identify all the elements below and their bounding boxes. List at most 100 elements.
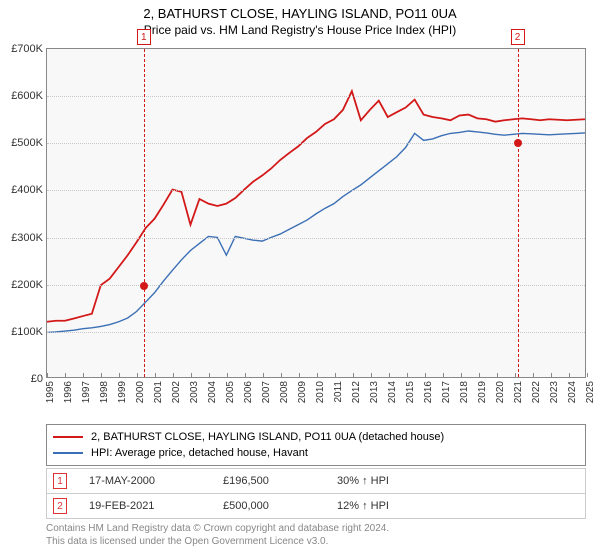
x-axis-tick (443, 373, 444, 377)
x-axis-tick-label: 2014 (387, 381, 398, 403)
event-marker-line (518, 49, 519, 377)
x-axis-tick (263, 373, 264, 377)
y-axis-tick-label: £0 (31, 373, 43, 385)
x-axis-tick-label: 2009 (297, 381, 308, 403)
x-axis-tick (83, 373, 84, 377)
x-axis-tick (119, 373, 120, 377)
event-marker-line (144, 49, 145, 377)
x-axis-tick-label: 2022 (531, 381, 542, 403)
x-axis-tick (101, 373, 102, 377)
x-axis-tick (587, 373, 588, 377)
x-axis-tick (461, 373, 462, 377)
x-axis-tick (389, 373, 390, 377)
chart-gridline (47, 238, 585, 239)
x-axis-tick (155, 373, 156, 377)
chart-legend: 2, BATHURST CLOSE, HAYLING ISLAND, PO11 … (46, 424, 586, 466)
legend-label-hpi: HPI: Average price, detached house, Hava… (91, 445, 308, 461)
event-date: 17-MAY-2000 (89, 475, 219, 487)
event-marker-dot (140, 282, 148, 290)
x-axis-tick-label: 2002 (171, 381, 182, 403)
chart-gridline (47, 143, 585, 144)
event-row: 2 19-FEB-2021 £500,000 12% ↑ HPI (46, 494, 586, 519)
x-axis-tick-label: 2024 (567, 381, 578, 403)
x-axis-tick-label: 2025 (585, 381, 596, 403)
x-axis-tick-label: 1996 (63, 381, 74, 403)
legend-row-subject: 2, BATHURST CLOSE, HAYLING ISLAND, PO11 … (53, 429, 579, 445)
x-axis-tick-label: 2010 (315, 381, 326, 403)
x-axis-tick-label: 2012 (351, 381, 362, 403)
x-axis-tick-label: 2023 (549, 381, 560, 403)
x-axis-tick (479, 373, 480, 377)
x-axis-tick (245, 373, 246, 377)
event-index-marker: 1 (53, 473, 67, 489)
chart-gridline (47, 96, 585, 97)
x-axis-tick (407, 373, 408, 377)
y-axis-tick-label: £100K (11, 326, 43, 338)
x-axis-tick-label: 2020 (495, 381, 506, 403)
x-axis-tick-label: 2015 (405, 381, 416, 403)
x-axis-tick-label: 2000 (135, 381, 146, 403)
x-axis-tick-label: 2007 (261, 381, 272, 403)
event-index-marker: 2 (53, 498, 67, 514)
event-price: £196,500 (223, 475, 333, 487)
x-axis-tick-label: 2016 (423, 381, 434, 403)
x-axis-tick (335, 373, 336, 377)
events-table: 1 17-MAY-2000 £196,500 30% ↑ HPI 2 19-FE… (46, 468, 586, 519)
y-axis-tick-label: £500K (11, 137, 43, 149)
x-axis-tick-label: 2019 (477, 381, 488, 403)
legend-swatch-hpi (53, 452, 83, 454)
x-axis-tick (65, 373, 66, 377)
event-marker-dot (514, 139, 522, 147)
chart-gridline (47, 332, 585, 333)
x-axis-tick-label: 2021 (513, 381, 524, 403)
x-axis-tick-label: 1997 (81, 381, 92, 403)
chart-title-address: 2, BATHURST CLOSE, HAYLING ISLAND, PO11 … (0, 6, 600, 21)
x-axis-tick-label: 2004 (207, 381, 218, 403)
x-axis-tick (227, 373, 228, 377)
event-price: £500,000 (223, 500, 333, 512)
x-axis-tick-label: 1995 (45, 381, 56, 403)
legend-label-subject: 2, BATHURST CLOSE, HAYLING ISLAND, PO11 … (91, 429, 444, 445)
x-axis-tick-label: 2018 (459, 381, 470, 403)
x-axis-tick-label: 2005 (225, 381, 236, 403)
footnote-line: Contains HM Land Registry data © Crown c… (46, 522, 586, 535)
chart-plot-area: £0£100K£200K£300K£400K£500K£600K£700K199… (46, 48, 586, 378)
chart-gridline (47, 190, 585, 191)
x-axis-tick (515, 373, 516, 377)
series-line-hpi (47, 131, 585, 332)
x-axis-tick (569, 373, 570, 377)
chart-lines-svg (47, 49, 585, 377)
x-axis-tick (209, 373, 210, 377)
legend-row-hpi: HPI: Average price, detached house, Hava… (53, 445, 579, 461)
x-axis-tick-label: 2003 (189, 381, 200, 403)
x-axis-tick-label: 2017 (441, 381, 452, 403)
x-axis-tick (353, 373, 354, 377)
event-hpi-diff: 30% ↑ HPI (337, 475, 457, 487)
x-axis-tick (137, 373, 138, 377)
x-axis-tick (47, 373, 48, 377)
x-axis-tick (317, 373, 318, 377)
legend-swatch-subject (53, 436, 83, 438)
x-axis-tick-label: 2013 (369, 381, 380, 403)
x-axis-tick (497, 373, 498, 377)
x-axis-tick (425, 373, 426, 377)
x-axis-tick (533, 373, 534, 377)
x-axis-tick-label: 1999 (117, 381, 128, 403)
x-axis-tick-label: 2011 (333, 381, 344, 403)
x-axis-tick-label: 2001 (153, 381, 164, 403)
y-axis-tick-label: £600K (11, 90, 43, 102)
event-marker-number: 1 (137, 29, 151, 45)
series-line-subject (47, 91, 585, 322)
x-axis-tick (551, 373, 552, 377)
x-axis-tick (371, 373, 372, 377)
x-axis-tick (281, 373, 282, 377)
x-axis-tick (191, 373, 192, 377)
x-axis-tick-label: 2006 (243, 381, 254, 403)
footnote-line: This data is licensed under the Open Gov… (46, 535, 586, 548)
x-axis-tick-label: 2008 (279, 381, 290, 403)
chart-gridline (47, 285, 585, 286)
y-axis-tick-label: £300K (11, 232, 43, 244)
event-hpi-diff: 12% ↑ HPI (337, 500, 457, 512)
chart-footnote: Contains HM Land Registry data © Crown c… (46, 522, 586, 548)
x-axis-tick (299, 373, 300, 377)
